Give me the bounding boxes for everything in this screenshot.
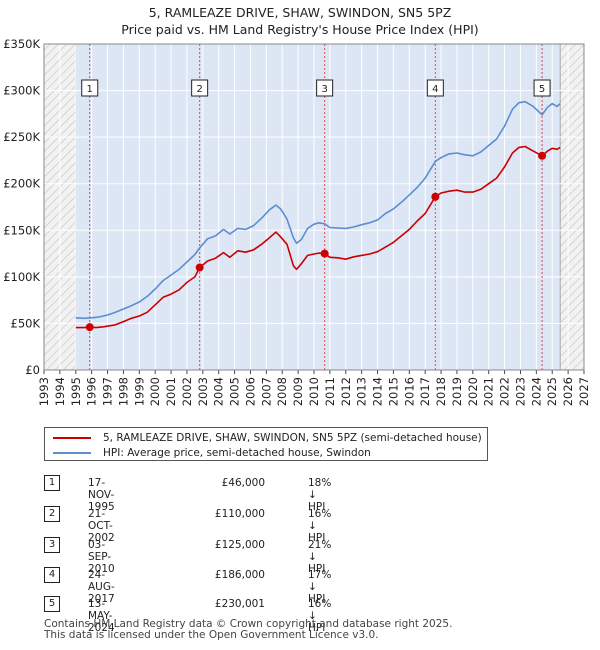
footer-attribution: Contains HM Land Registry data © Crown c… <box>44 619 452 641</box>
footer-copyright: Contains HM Land Registry data © Crown c… <box>44 618 453 630</box>
x-tick-label: 2013 <box>355 377 369 406</box>
y-tick-label: £100K <box>3 270 40 284</box>
sale-date: 21-OCT-2002 <box>88 508 115 544</box>
x-tick-label: 2025 <box>545 377 559 406</box>
legend-item-property: 5, RAMLEAZE DRIVE, SHAW, SWINDON, SN5 5P… <box>53 431 482 445</box>
x-tick-label: 2017 <box>418 377 432 406</box>
sale-price: £125,000 <box>214 539 265 551</box>
sale-1-point <box>85 323 94 332</box>
legend-label-property: 5, RAMLEAZE DRIVE, SHAW, SWINDON, SN5 5P… <box>103 432 482 444</box>
sale-4-badge-label: 4 <box>432 84 438 95</box>
sale-number-badge: 5 <box>44 596 60 612</box>
sale-4-point <box>431 192 440 201</box>
chart-title-line-2: Price paid vs. HM Land Registry's House … <box>121 22 479 37</box>
x-tick-label: 2007 <box>259 377 273 406</box>
sale-date: 03-SEP-2010 <box>88 539 115 575</box>
sale-hpi-diff: 16% ↓ HPI <box>308 508 332 544</box>
x-tick-label: 2006 <box>243 377 257 406</box>
sale-number-badge: 2 <box>44 506 60 522</box>
plot-frame <box>43 43 585 371</box>
y-tick-label: £250K <box>3 130 40 144</box>
x-tick-label: 1995 <box>69 377 83 406</box>
x-tick-label: 2004 <box>212 377 226 406</box>
sale-date: 24-AUG-2017 <box>88 569 115 605</box>
x-tick-label: 2021 <box>482 377 496 406</box>
y-tick-label: £350K <box>3 37 40 51</box>
hatch-after-data <box>560 44 584 370</box>
x-tick-label: 2010 <box>307 377 321 406</box>
sale-2-point <box>195 263 204 272</box>
y-tick-label: £200K <box>3 177 40 191</box>
property-series-line <box>75 145 561 329</box>
y-tick-label: £150K <box>3 223 40 237</box>
sale-5-point <box>538 151 547 160</box>
sale-1-badge <box>81 79 99 97</box>
sale-3-point <box>320 249 329 258</box>
x-tick-label: 2023 <box>513 377 527 406</box>
x-tick-label: 2014 <box>371 377 385 406</box>
x-tick-label: 2015 <box>386 377 400 406</box>
legend-item-hpi: HPI: Average price, semi-detached house,… <box>53 446 371 460</box>
sale-price: £186,000 <box>214 569 265 581</box>
sale-number-badge: 4 <box>44 567 60 583</box>
footer-licence: This data is licensed under the Open Gov… <box>44 629 379 641</box>
x-tick-label: 2026 <box>561 377 575 406</box>
x-tick-label: 1998 <box>116 377 130 406</box>
x-tick-label: 2024 <box>529 377 543 406</box>
x-tick-label: 2001 <box>164 377 178 406</box>
sale-price: £230,001 <box>214 598 265 610</box>
sale-hpi-diff: 21% ↓ HPI <box>308 539 332 575</box>
y-tick-label: £50K <box>11 316 41 330</box>
x-tick-label: 2003 <box>196 377 210 406</box>
sale-hpi-diff: 18% ↓ HPI <box>308 477 332 513</box>
x-tick-label: 1994 <box>53 377 67 406</box>
sale-number-badge: 3 <box>44 537 60 553</box>
x-tick-label: 2009 <box>291 377 305 406</box>
x-tick-label: 2020 <box>466 377 480 406</box>
y-tick-label: £300K <box>3 84 40 98</box>
price-chart: £0 £50K £100K £150K £200K £250K £300K £350K 1993… <box>3 37 591 406</box>
chart-legend: 5, RAMLEAZE DRIVE, SHAW, SWINDON, SN5 5P… <box>44 427 488 461</box>
sale-1-badge-label: 1 <box>87 84 93 95</box>
x-tick-label: 1993 <box>37 377 51 406</box>
legend-swatch-hpi <box>53 452 91 454</box>
x-tick-label: 2002 <box>180 377 194 406</box>
x-tick-label: 2016 <box>402 377 416 406</box>
legend-label-hpi: HPI: Average price, semi-detached house,… <box>103 447 371 459</box>
x-tick-label: 1999 <box>132 377 146 406</box>
sale-3-badge-label: 3 <box>321 84 327 95</box>
sale-2-badge-label: 2 <box>196 84 202 95</box>
x-tick-label: 2011 <box>323 377 337 406</box>
sale-5-badge <box>533 79 551 97</box>
sale-hpi-diff: 16% ↓ HPI <box>308 598 332 634</box>
x-tick-label: 2019 <box>450 377 464 406</box>
x-tick-label: 2005 <box>228 377 242 406</box>
sale-price: £110,000 <box>214 508 265 520</box>
sale-4-badge <box>426 79 444 97</box>
x-tick-label: 2027 <box>577 377 591 406</box>
chart-title: 5, RAMLEAZE DRIVE, SHAW, SWINDON, SN5 5P… <box>0 4 600 38</box>
legend-swatch-property <box>53 437 91 439</box>
chart-title-line-1: 5, RAMLEAZE DRIVE, SHAW, SWINDON, SN5 5P… <box>148 5 452 20</box>
y-tick-label: £0 <box>25 363 40 377</box>
x-tick-label: 1997 <box>101 377 115 406</box>
data-range-shade <box>75 44 561 370</box>
x-tick-label: 1996 <box>85 377 99 406</box>
x-tick-label: 2012 <box>339 377 353 406</box>
x-tick-label: 2022 <box>498 377 512 406</box>
sale-5-badge-label: 5 <box>539 84 545 95</box>
sale-2-badge <box>191 79 209 97</box>
sale-3-badge <box>316 79 334 97</box>
sale-hpi-diff: 17% ↓ HPI <box>308 569 332 605</box>
x-tick-label: 2008 <box>275 377 289 406</box>
sale-number-badge: 1 <box>44 475 60 491</box>
hpi-series-line <box>75 100 561 320</box>
sale-price: £46,000 <box>221 477 265 489</box>
x-tick-label: 2018 <box>434 377 448 406</box>
x-tick-label: 2000 <box>148 377 162 406</box>
sale-date: 17-NOV-1995 <box>88 477 115 513</box>
sale-date: 13-MAY-2024 <box>88 598 115 634</box>
